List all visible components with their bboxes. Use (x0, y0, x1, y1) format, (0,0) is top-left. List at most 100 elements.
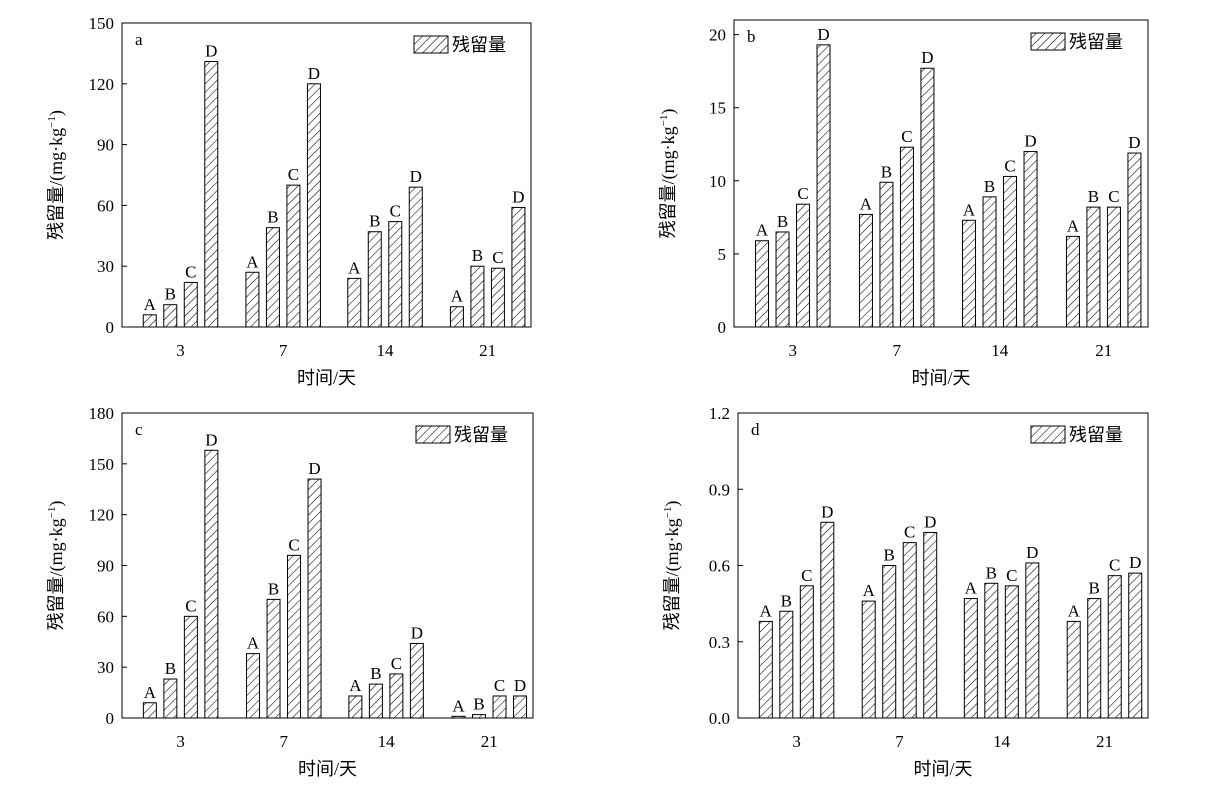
bar-letter-label: B (268, 579, 279, 598)
panel-label: b (747, 27, 756, 46)
y-tick-label: 180 (89, 404, 115, 423)
y-axis-label-superscript: −1 (46, 507, 58, 519)
bar (982, 196, 997, 328)
bar-letter-label: A (144, 295, 157, 314)
legend-label: 残留量 (1069, 32, 1123, 52)
bar (1128, 572, 1143, 719)
legend-label: 残留量 (454, 425, 508, 445)
y-tick-label: 5 (718, 245, 727, 264)
y-tick-label: 90 (97, 557, 114, 576)
bar-letter-label: C (801, 566, 812, 585)
legend-swatch (1030, 32, 1066, 51)
bar (858, 213, 873, 328)
bar (1025, 562, 1040, 719)
x-tick-label: 21 (479, 341, 496, 360)
bar (882, 565, 897, 719)
y-axis-label-superscript: −1 (46, 116, 58, 128)
bar-letter-label: C (1006, 566, 1017, 585)
bar-letter-label: D (1128, 133, 1140, 152)
bar (1087, 598, 1102, 719)
y-tick-label: 0 (106, 318, 115, 337)
bar-letter-label: A (863, 581, 876, 600)
bar-letter-label: B (472, 246, 483, 265)
y-tick-label: 150 (89, 455, 115, 474)
bar-letter-label: D (921, 48, 933, 67)
x-tick-label: 7 (895, 732, 904, 751)
y-axis-label: 残留量/(mg·kg−1) (662, 501, 683, 631)
y-tick-label: 20 (709, 26, 726, 45)
x-tick-label: 14 (993, 732, 1011, 751)
bar-letter-label: C (904, 523, 915, 542)
bar (902, 542, 917, 719)
bar (492, 695, 507, 719)
bar-letter-label: B (986, 563, 997, 582)
bar (779, 610, 794, 719)
bar-letter-label: B (369, 212, 380, 231)
y-tick-label: 30 (97, 658, 114, 677)
bar (470, 265, 485, 328)
bar-letter-label: B (881, 162, 892, 181)
bar (490, 267, 505, 328)
x-tick-label: 3 (792, 732, 801, 751)
bar (266, 598, 281, 719)
bar (409, 642, 424, 719)
bar (799, 585, 814, 719)
bar (246, 653, 261, 719)
legend-label: 残留量 (452, 35, 506, 55)
bar-letter-label: A (451, 287, 464, 306)
y-axis-label-main: 残留量/(mg·kg (46, 518, 67, 630)
bar (755, 240, 770, 328)
bar-letter-label: A (760, 601, 773, 620)
bar-letter-label: D (1026, 543, 1038, 562)
bar-letter-label: D (410, 167, 422, 186)
bar (204, 449, 219, 719)
y-axis-label-end: ) (662, 501, 683, 507)
x-axis-label: 时间/天 (913, 759, 972, 779)
bar (1106, 206, 1121, 328)
bar (1003, 175, 1018, 328)
bar (286, 184, 301, 328)
y-tick-label: 90 (97, 136, 114, 155)
bar-letter-label: A (1068, 601, 1081, 620)
panel-label: c (135, 420, 143, 439)
bar-letter-label: C (901, 127, 912, 146)
bar-letter-label: B (370, 664, 381, 683)
bar (183, 281, 198, 328)
panel-label: a (135, 30, 143, 49)
bar-letter-label: B (165, 285, 176, 304)
y-tick-label: 60 (97, 196, 114, 215)
y-axis-label-superscript: −1 (658, 115, 670, 127)
bar (1086, 206, 1101, 328)
y-tick-label: 30 (97, 257, 114, 276)
bar-letter-label: B (267, 208, 278, 227)
y-axis-label: 残留量/(mg·kg−1) (658, 109, 679, 239)
bar-letter-label: C (494, 676, 505, 695)
legend-swatch (1030, 425, 1066, 444)
bar-letter-label: B (781, 591, 792, 610)
x-tick-label: 7 (892, 341, 901, 360)
bar (163, 678, 178, 719)
bar (388, 221, 403, 328)
y-tick-label: 15 (709, 99, 726, 118)
x-axis-label: 时间/天 (298, 759, 357, 779)
bar (920, 67, 935, 328)
bar (1065, 235, 1080, 328)
y-tick-label: 0.0 (709, 709, 730, 728)
y-axis-label-end: ) (46, 501, 67, 507)
bar (451, 715, 466, 719)
bar-letter-label: D (821, 502, 833, 521)
legend-label: 残留量 (1069, 425, 1123, 445)
bar (204, 61, 219, 328)
x-tick-label: 21 (481, 732, 498, 751)
bar-letter-label: C (1108, 187, 1119, 206)
y-axis-label-end: ) (658, 109, 679, 115)
bar-letter-label: D (514, 676, 526, 695)
y-tick-label: 150 (89, 14, 115, 33)
y-tick-label: 10 (709, 172, 726, 191)
bar-letter-label: C (390, 202, 401, 221)
bar-letter-label: B (884, 546, 895, 565)
bar (368, 683, 383, 719)
bar-letter-label: D (512, 187, 524, 206)
